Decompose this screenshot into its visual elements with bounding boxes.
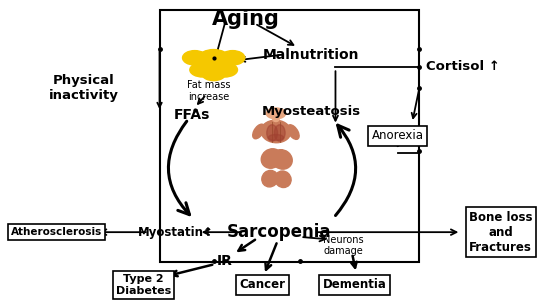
Ellipse shape <box>261 149 282 168</box>
Ellipse shape <box>273 116 279 121</box>
Text: Cancer: Cancer <box>239 278 285 291</box>
Ellipse shape <box>199 50 229 66</box>
Text: Cortisol ↑: Cortisol ↑ <box>426 60 499 73</box>
Ellipse shape <box>288 125 299 139</box>
Text: Type 2
Diabetes: Type 2 Diabetes <box>116 274 171 296</box>
Text: Fat mass
increase: Fat mass increase <box>186 80 230 102</box>
Ellipse shape <box>183 51 207 65</box>
Ellipse shape <box>268 134 283 140</box>
Ellipse shape <box>202 68 225 81</box>
Ellipse shape <box>190 63 216 77</box>
Ellipse shape <box>274 125 285 141</box>
Bar <box>160 10 420 262</box>
Ellipse shape <box>253 124 265 139</box>
Circle shape <box>266 108 285 119</box>
Text: Bone loss
and
Fractures: Bone loss and Fractures <box>469 211 532 254</box>
Text: Malnutrition: Malnutrition <box>263 48 359 62</box>
Ellipse shape <box>272 150 292 169</box>
Text: Sarcopenia: Sarcopenia <box>227 223 331 241</box>
Text: Neurons
damage: Neurons damage <box>323 235 364 256</box>
Ellipse shape <box>221 51 245 65</box>
Ellipse shape <box>212 63 238 77</box>
Text: Myostatin↑: Myostatin↑ <box>138 226 214 239</box>
Ellipse shape <box>261 120 291 143</box>
Text: FFAs: FFAs <box>174 108 210 122</box>
Text: Aging: Aging <box>212 9 280 29</box>
Ellipse shape <box>267 125 278 141</box>
Ellipse shape <box>275 171 291 188</box>
Text: Physical
inactivity: Physical inactivity <box>49 74 119 102</box>
Text: Anorexia: Anorexia <box>372 130 424 143</box>
Text: Dementia: Dementia <box>322 278 386 291</box>
Ellipse shape <box>262 170 278 187</box>
Text: Myosteatosis: Myosteatosis <box>262 105 361 118</box>
Text: Atherosclerosis: Atherosclerosis <box>11 227 102 237</box>
Text: IR: IR <box>217 254 233 268</box>
